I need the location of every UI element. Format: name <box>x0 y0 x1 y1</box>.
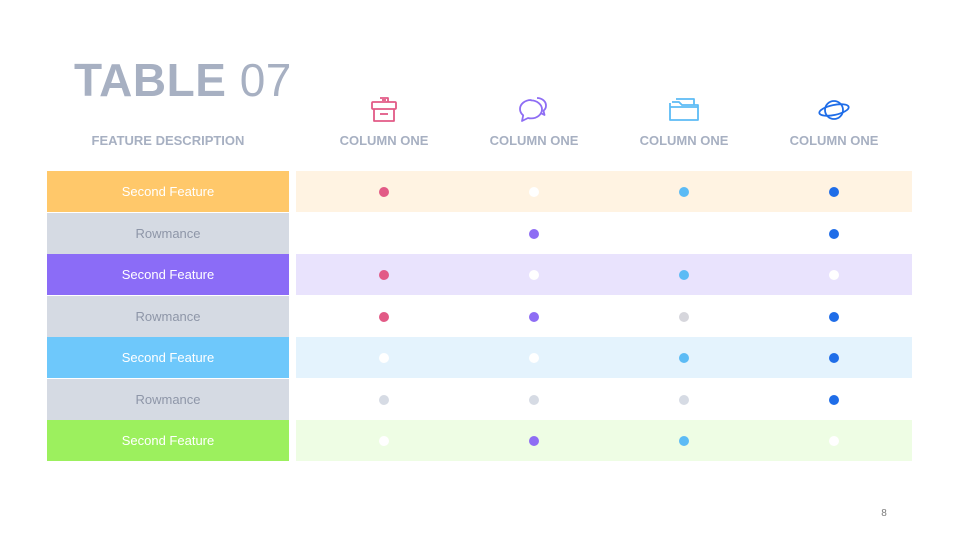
table-row: Second Feature <box>47 420 912 461</box>
feature-label: Second Feature <box>47 420 289 461</box>
table-row: Second Feature <box>47 254 912 295</box>
feature-dot <box>379 394 389 405</box>
feature-dot <box>379 353 389 363</box>
column-header: COLUMN ONE <box>759 86 909 148</box>
feature-dot <box>679 353 689 363</box>
feature-dot <box>679 270 689 280</box>
feature-label: Second Feature <box>47 254 289 295</box>
table-row: Second Feature <box>47 171 912 212</box>
feature-dot <box>679 311 689 322</box>
column-header: COLUMN ONE <box>609 86 759 148</box>
table-row: Rowmance <box>47 295 912 337</box>
feature-dot <box>379 187 389 197</box>
feature-dot <box>529 228 539 239</box>
feature-description-header: FEATURE DESCRIPTION <box>91 133 245 148</box>
table-row: Second Feature <box>47 337 912 378</box>
chat-bubbles-icon <box>459 86 609 126</box>
feature-dot <box>829 353 839 363</box>
feature-label: Rowmance <box>47 295 289 337</box>
feature-label: Second Feature <box>47 171 289 212</box>
row-band <box>296 378 912 420</box>
feature-dot <box>829 311 839 322</box>
feature-dot <box>679 187 689 197</box>
feature-dot <box>379 436 389 446</box>
feature-label: Rowmance <box>47 212 289 254</box>
feature-dot <box>829 394 839 405</box>
feature-dot <box>379 311 389 322</box>
feature-dot <box>529 311 539 322</box>
folder-icon <box>609 86 759 126</box>
feature-dot <box>829 228 839 239</box>
row-band <box>296 254 912 295</box>
page-number: 8 <box>881 508 887 519</box>
feature-dot <box>529 394 539 405</box>
table-row: Rowmance <box>47 212 912 254</box>
feature-dot <box>529 187 539 197</box>
feature-dot <box>529 353 539 363</box>
column-header-label: COLUMN ONE <box>339 133 429 148</box>
feature-label: Rowmance <box>47 378 289 420</box>
feature-dot <box>529 436 539 446</box>
title-word: TABLE <box>74 54 227 106</box>
feature-dot <box>829 270 839 280</box>
title-number: 07 <box>239 54 292 106</box>
table-row: Rowmance <box>47 378 912 420</box>
column-header: COLUMN ONE <box>309 86 459 148</box>
column-header-label: COLUMN ONE <box>789 133 879 148</box>
feature-label: Second Feature <box>47 337 289 378</box>
column-header-label: COLUMN ONE <box>489 133 579 148</box>
feature-dot <box>529 270 539 280</box>
row-band <box>296 171 912 212</box>
planet-icon <box>759 86 909 126</box>
row-band <box>296 420 912 461</box>
feature-dot <box>679 436 689 446</box>
feature-dot <box>679 394 689 405</box>
column-header: COLUMN ONE <box>459 86 609 148</box>
feature-dot <box>829 436 839 446</box>
row-band <box>296 295 912 337</box>
feature-dot <box>829 187 839 197</box>
archive-box-icon <box>309 86 459 126</box>
page-title: TABLE 07 <box>74 54 292 106</box>
feature-dot <box>379 270 389 280</box>
row-band <box>296 337 912 378</box>
column-header-label: COLUMN ONE <box>639 133 729 148</box>
row-band <box>296 212 912 254</box>
